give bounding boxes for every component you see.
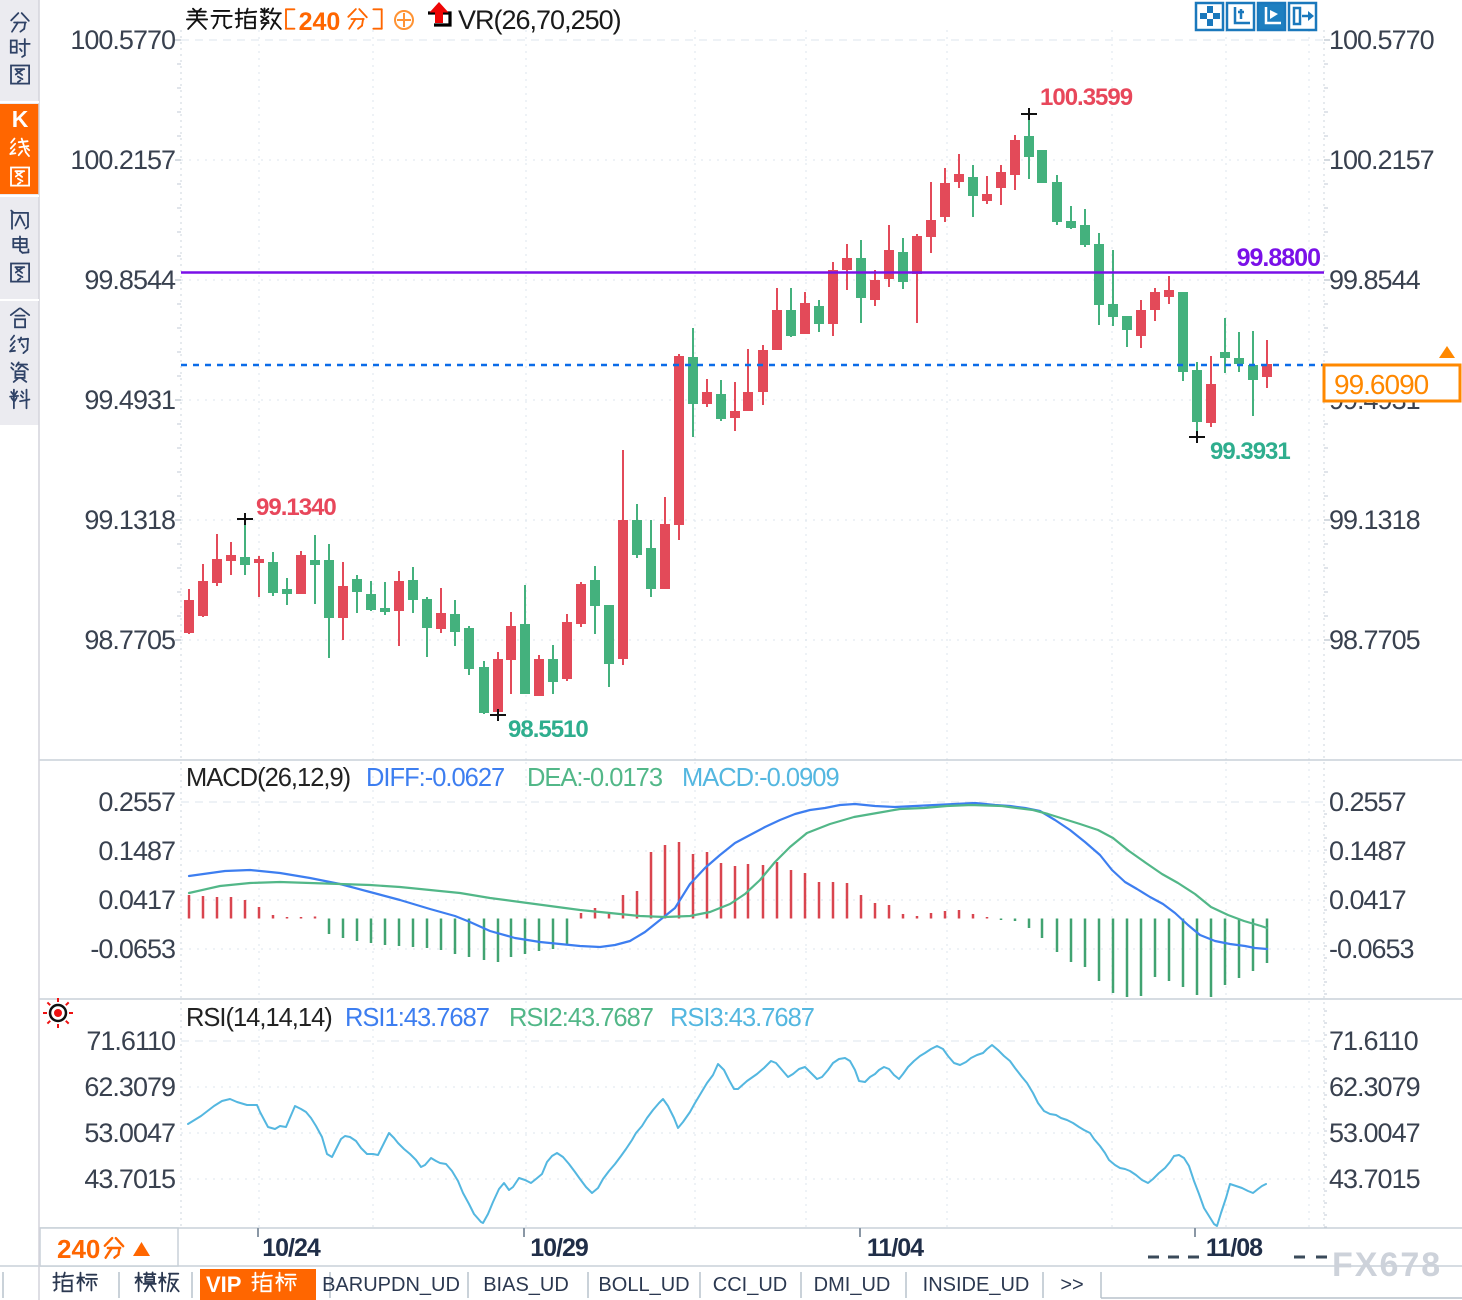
svg-text:53.0047: 53.0047 [1329,1118,1420,1148]
svg-text:K: K [12,106,29,132]
svg-text:62.3079: 62.3079 [1329,1072,1420,1102]
svg-text:98.7705: 98.7705 [84,625,175,655]
svg-text:62.3079: 62.3079 [84,1072,175,1102]
svg-text:99.8800: 99.8800 [1237,244,1320,272]
svg-text:RSI2:43.7687: RSI2:43.7687 [509,1004,653,1032]
svg-text:98.5510: 98.5510 [508,716,588,743]
svg-text:10/29: 10/29 [530,1234,588,1262]
svg-text:240: 240 [299,8,341,36]
svg-text:100.2157: 100.2157 [1329,145,1434,175]
svg-text:99.8544: 99.8544 [84,265,176,295]
svg-text:DIFF:-0.0627: DIFF:-0.0627 [366,764,504,792]
svg-text:>>: >> [1060,1274,1083,1296]
svg-text:98.7705: 98.7705 [1329,625,1420,655]
svg-text:VIP: VIP [206,1272,241,1297]
svg-text:FX678: FX678 [1332,1246,1442,1284]
svg-text:99.8544: 99.8544 [1329,265,1421,295]
svg-text:53.0047: 53.0047 [84,1118,175,1148]
svg-text:BOLL_UD: BOLL_UD [598,1274,689,1296]
svg-text:0.0417: 0.0417 [1329,885,1406,915]
svg-text:RSI(14,14,14): RSI(14,14,14) [186,1004,332,1032]
svg-text:0.2557: 0.2557 [98,787,175,817]
svg-text:100.3599: 100.3599 [1040,84,1133,111]
svg-text:MACD(26,12,9): MACD(26,12,9) [186,764,350,792]
svg-text:-0.0653: -0.0653 [90,934,175,964]
svg-text:43.7015: 43.7015 [84,1164,175,1194]
svg-text:CCI_UD: CCI_UD [713,1274,787,1296]
svg-text:71.6110: 71.6110 [1329,1026,1418,1056]
svg-text:99.1340: 99.1340 [256,494,336,521]
svg-text:99.1318: 99.1318 [1329,505,1420,535]
svg-text:99.1318: 99.1318 [84,505,175,535]
svg-text:100.5770: 100.5770 [70,25,175,55]
svg-text:99.6090: 99.6090 [1334,369,1429,400]
svg-text:VR(26,70,250): VR(26,70,250) [458,5,621,35]
svg-text:11/04: 11/04 [867,1234,924,1262]
svg-text:RSI3:43.7687: RSI3:43.7687 [670,1004,814,1032]
svg-text:0.2557: 0.2557 [1329,787,1406,817]
svg-text:100.2157: 100.2157 [70,145,175,175]
svg-text:INSIDE_UD: INSIDE_UD [923,1274,1030,1296]
svg-text:RSI1:43.7687: RSI1:43.7687 [345,1004,489,1032]
svg-text:-0.0653: -0.0653 [1329,934,1414,964]
svg-text:BARUPDN_UD: BARUPDN_UD [322,1274,460,1296]
svg-text:240: 240 [57,1234,100,1264]
svg-text:99.4931: 99.4931 [84,385,175,415]
svg-text:11/08: 11/08 [1206,1234,1263,1262]
svg-text:100.5770: 100.5770 [1329,25,1434,55]
svg-text:0.1487: 0.1487 [98,836,175,866]
svg-text:0.1487: 0.1487 [1329,836,1406,866]
svg-text:43.7015: 43.7015 [1329,1164,1420,1194]
svg-text:0.0417: 0.0417 [98,885,175,915]
svg-text:DMI_UD: DMI_UD [814,1274,891,1296]
svg-text:MACD:-0.0909: MACD:-0.0909 [682,764,839,792]
svg-text:10/24: 10/24 [262,1234,321,1262]
svg-text:99.3931: 99.3931 [1210,438,1290,465]
svg-text:71.6110: 71.6110 [86,1026,175,1056]
svg-text:DEA:-0.0173: DEA:-0.0173 [527,764,663,792]
svg-text:BIAS_UD: BIAS_UD [483,1274,569,1296]
